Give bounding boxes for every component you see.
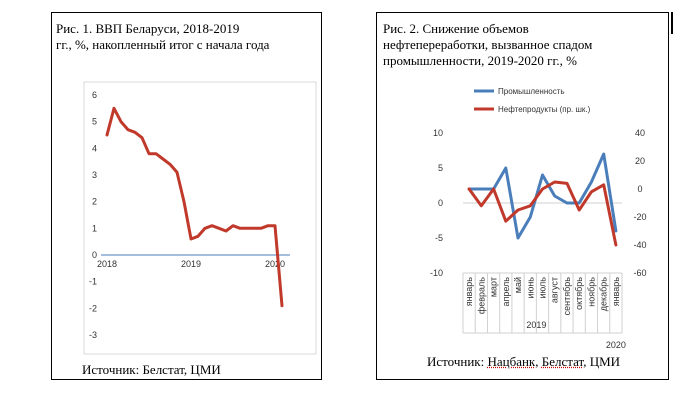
figure2-y-right-tick-label: 20 xyxy=(635,156,645,166)
figure2-category-label: октябрь xyxy=(574,277,584,310)
figure2-source-prefix: Источник: xyxy=(427,354,488,369)
figure1-y-tick-label: 3 xyxy=(92,170,97,180)
figure2-category-label: ноябрь xyxy=(586,277,596,307)
figure1-y-tick-label: -2 xyxy=(89,303,97,313)
figure2-y-left-tick-label: 5 xyxy=(438,163,443,173)
figure1-y-tick-label: 0 xyxy=(92,250,97,260)
figure1-x-tick-label: 2019 xyxy=(181,259,201,269)
figure1-title-line2: гг., %, накопленный итог с начала года xyxy=(56,37,270,52)
figure2-panel: Рис. 2. Снижение объемов нефтепереработк… xyxy=(376,12,669,380)
figure1-series-line xyxy=(105,106,284,308)
figure2-title-line2: нефтепереработки, вызванное спадом xyxy=(383,37,593,52)
figure2-y-right-tick-label: 40 xyxy=(635,128,645,138)
figure2-series-line xyxy=(467,152,618,240)
figure2-legend-label: Промышленность xyxy=(498,87,565,96)
figure2-title: Рис. 2. Снижение объемов нефтепереработк… xyxy=(383,21,663,69)
figure2-category-label: январь xyxy=(464,277,474,307)
figure1-x-tick-label: 2018 xyxy=(97,259,117,269)
figure2-category-label: май xyxy=(513,277,523,293)
figure2-title-line3: промышленности, 2019-2020 гг., % xyxy=(383,53,577,68)
figure2-y-left-tick-label: -10 xyxy=(430,268,443,278)
figure2-category-label: июнь xyxy=(525,277,535,299)
figure2-series-line xyxy=(467,180,618,247)
figure2-y-right-tick-label: -60 xyxy=(633,268,646,278)
figure1-y-tick-label: 1 xyxy=(92,223,97,233)
figure1-y-tick-label: 2 xyxy=(92,197,97,207)
figure1-title: Рис. 1. ВВП Беларуси, 2018-2019 гг., %, … xyxy=(56,21,314,53)
figure1-source: Источник: Белстат, ЦМИ xyxy=(82,362,221,377)
figure2-category-label: июль xyxy=(538,277,548,299)
figure2-title-line1: Рис. 2. Снижение объемов xyxy=(383,21,529,36)
figure2-source: Источник: Нацбанк, Белстат, ЦМИ xyxy=(427,354,620,370)
figure2-chart: Промышленность Нефтепродукты (пр. шк.) 10… xyxy=(430,87,647,350)
page-edge-marker xyxy=(671,12,673,34)
figure2-source-belstat: Белстат xyxy=(541,354,584,369)
figure2-category-label: март xyxy=(489,277,499,297)
figure2-source-suffix: , ЦМИ xyxy=(583,354,621,369)
figure2-y-left-tick-label: -5 xyxy=(435,233,443,243)
figure2-category-label: январь xyxy=(611,277,621,307)
figure1-plot-border xyxy=(83,81,317,355)
figure2-category-label: сентябрь xyxy=(562,277,572,316)
figure2-category-label: апрель xyxy=(501,277,511,307)
figure1-x-tick-label: 2020 xyxy=(265,259,285,269)
figure2-y-left-tick-label: 10 xyxy=(433,128,443,138)
figure1-y-tick-label: -3 xyxy=(89,330,97,340)
figure2-source-natsbank: Нацбанк xyxy=(487,354,536,369)
figure1-y-tick-label: 4 xyxy=(92,143,97,153)
figure1-y-tick-label: 5 xyxy=(92,117,97,127)
figure2-y-left-tick-label: 0 xyxy=(438,198,443,208)
figure2-year-label: 2019 xyxy=(526,320,546,330)
figure2-category-label: февраль xyxy=(476,277,486,314)
figure2-source-sep: , xyxy=(535,354,542,369)
figure1-y-tick-label: 6 xyxy=(92,90,97,100)
figure2-y-right-tick-label: 0 xyxy=(637,184,642,194)
figure2-category-label: декабрь xyxy=(599,277,609,312)
figure1-panel: Рис. 1. ВВП Беларуси, 2018-2019 гг., %, … xyxy=(51,12,322,380)
figure2-legend-label: Нефтепродукты (пр. шк.) xyxy=(498,105,591,114)
figure1-y-tick-label: -1 xyxy=(89,277,97,287)
figure2-y-right-tick-label: -20 xyxy=(633,212,646,222)
figure1-title-line1: Рис. 1. ВВП Беларуси, 2018-2019 xyxy=(56,21,240,36)
figure2-year-label: 2020 xyxy=(606,340,626,350)
figure1-chart: 6 5 4 3 2 1 0 -1 -2 -3 2018 2019 2020 xyxy=(83,81,317,355)
figure2-y-right-tick-label: -40 xyxy=(633,240,646,250)
figure2-category-label: август xyxy=(550,277,560,303)
